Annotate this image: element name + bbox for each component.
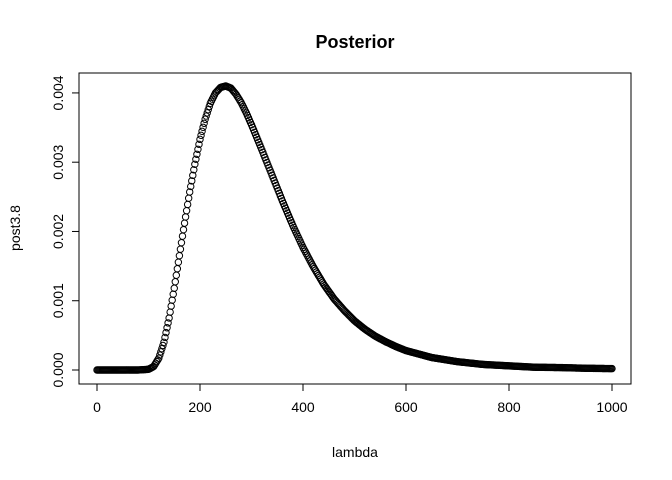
data-point xyxy=(199,123,207,131)
data-point xyxy=(194,145,202,154)
data-point xyxy=(178,232,187,240)
data-point xyxy=(197,131,205,140)
data-point xyxy=(167,302,175,310)
data-point xyxy=(193,150,201,159)
data-point xyxy=(202,112,210,120)
y-axis-label: post3.8 xyxy=(7,205,23,251)
x-tick-label: 400 xyxy=(291,399,315,415)
data-point xyxy=(236,97,244,105)
data-point xyxy=(184,194,193,202)
data-points xyxy=(93,82,616,374)
data-point xyxy=(196,135,204,144)
data-point xyxy=(162,328,170,337)
data-point xyxy=(188,177,196,185)
data-point xyxy=(166,308,174,316)
y-tick-label: 0.002 xyxy=(50,214,66,249)
chart-title: Posterior xyxy=(315,32,394,52)
data-point xyxy=(160,338,168,346)
data-point xyxy=(168,296,176,304)
data-point xyxy=(180,219,189,227)
data-point xyxy=(177,238,186,247)
data-point xyxy=(154,356,162,364)
data-point xyxy=(155,354,163,362)
x-tick-label: 1000 xyxy=(596,399,627,415)
data-point xyxy=(182,206,191,215)
y-tick-label: 0.003 xyxy=(50,144,66,179)
y-axis: 0.000 0.001 0.002 0.003 0.004 xyxy=(50,75,80,388)
data-point xyxy=(608,364,616,373)
data-point xyxy=(158,344,166,353)
data-point xyxy=(173,265,182,273)
data-point xyxy=(161,333,169,342)
data-point xyxy=(171,278,179,286)
data-point xyxy=(204,105,212,114)
y-tick-label: 0.001 xyxy=(50,283,66,318)
data-point xyxy=(203,109,211,117)
data-point xyxy=(174,258,183,266)
data-point xyxy=(156,351,164,359)
x-axis-label: lambda xyxy=(332,444,378,460)
data-point xyxy=(201,115,209,123)
data-point xyxy=(200,119,208,127)
x-tick-label: 0 xyxy=(93,399,101,415)
data-point xyxy=(198,127,206,136)
data-point xyxy=(159,341,167,350)
y-tick-label: 0.000 xyxy=(50,352,66,387)
data-point xyxy=(187,182,195,191)
data-point xyxy=(157,348,165,356)
data-point xyxy=(181,213,190,221)
x-tick-label: 600 xyxy=(394,399,418,415)
data-point xyxy=(164,319,172,327)
data-point xyxy=(170,284,178,292)
data-point xyxy=(189,171,197,180)
data-point xyxy=(190,166,198,174)
y-tick-label: 0.004 xyxy=(50,75,66,110)
data-point xyxy=(176,245,185,253)
data-point xyxy=(163,324,171,332)
data-point xyxy=(183,200,192,209)
data-point xyxy=(186,188,194,196)
x-tick-label: 200 xyxy=(188,399,212,415)
data-point xyxy=(191,160,199,168)
data-point xyxy=(192,155,200,163)
data-point xyxy=(195,140,203,149)
x-axis: 0 200 400 600 800 1000 xyxy=(93,383,628,415)
data-point xyxy=(179,225,188,234)
data-point xyxy=(172,271,181,279)
data-point xyxy=(169,290,177,298)
data-point xyxy=(175,252,184,260)
x-tick-label: 800 xyxy=(497,399,521,415)
